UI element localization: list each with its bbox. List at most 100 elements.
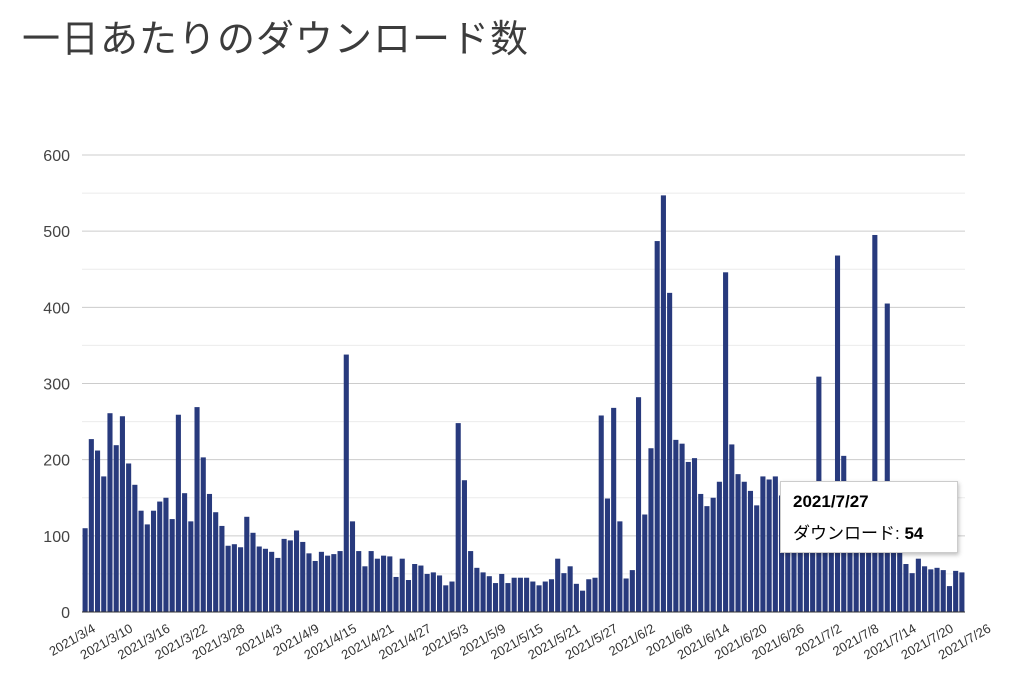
bar[interactable]	[486, 576, 492, 612]
bar[interactable]	[623, 578, 629, 612]
bar[interactable]	[772, 476, 778, 612]
bar[interactable]	[704, 506, 710, 612]
bar[interactable]	[754, 505, 760, 612]
bar[interactable]	[859, 528, 865, 612]
bar[interactable]	[598, 415, 604, 612]
bar[interactable]	[735, 474, 741, 612]
bar[interactable]	[548, 579, 555, 612]
bar[interactable]	[318, 551, 324, 612]
bar[interactable]	[903, 564, 909, 612]
bar[interactable]	[934, 567, 940, 612]
bar[interactable]	[325, 555, 331, 612]
bar[interactable]	[200, 457, 206, 612]
bar[interactable]	[293, 530, 300, 613]
bar[interactable]	[642, 514, 648, 612]
bar[interactable]	[387, 556, 393, 612]
bar[interactable]	[312, 560, 318, 612]
bar[interactable]	[126, 463, 132, 612]
bar[interactable]	[194, 407, 200, 612]
bar[interactable]	[405, 580, 412, 612]
bar[interactable]	[331, 554, 337, 612]
bar[interactable]	[729, 444, 735, 612]
bar[interactable]	[337, 551, 343, 612]
bar[interactable]	[119, 416, 125, 612]
bar[interactable]	[635, 397, 642, 612]
bar[interactable]	[779, 495, 785, 612]
bar[interactable]	[611, 407, 617, 612]
bar[interactable]	[536, 585, 542, 612]
bar[interactable]	[349, 521, 356, 612]
bar[interactable]	[287, 540, 293, 612]
bar[interactable]	[132, 484, 138, 612]
bar[interactable]	[803, 506, 809, 612]
bar[interactable]	[959, 572, 965, 612]
bar[interactable]	[561, 573, 567, 612]
bar[interactable]	[82, 528, 88, 612]
bar[interactable]	[206, 493, 213, 612]
bar[interactable]	[685, 461, 691, 612]
bar[interactable]	[281, 538, 287, 612]
bar[interactable]	[766, 479, 772, 612]
bar[interactable]	[418, 565, 424, 612]
bar[interactable]	[710, 497, 716, 612]
bar[interactable]	[542, 581, 548, 612]
bar[interactable]	[822, 521, 828, 612]
bar[interactable]	[443, 585, 449, 612]
bar[interactable]	[95, 450, 101, 612]
bar[interactable]	[492, 583, 499, 612]
bar[interactable]	[884, 303, 890, 612]
bar[interactable]	[673, 439, 679, 612]
bar[interactable]	[468, 551, 474, 612]
bar[interactable]	[810, 500, 816, 612]
bar[interactable]	[256, 546, 262, 613]
bar[interactable]	[393, 576, 399, 612]
bar[interactable]	[741, 481, 747, 612]
bar[interactable]	[604, 498, 610, 612]
bar[interactable]	[213, 512, 219, 612]
bar[interactable]	[480, 572, 486, 612]
bar[interactable]	[785, 505, 791, 612]
bar[interactable]	[219, 525, 225, 612]
bar[interactable]	[461, 480, 467, 612]
bar[interactable]	[524, 577, 530, 612]
bar[interactable]	[698, 493, 704, 612]
bar[interactable]	[747, 490, 754, 612]
bar[interactable]	[567, 566, 573, 612]
bar[interactable]	[356, 551, 362, 612]
bar[interactable]	[225, 545, 231, 612]
bar[interactable]	[150, 510, 157, 612]
bar[interactable]	[946, 586, 952, 612]
bar[interactable]	[113, 445, 119, 612]
bar[interactable]	[853, 546, 859, 613]
bar[interactable]	[399, 558, 405, 612]
bar[interactable]	[169, 519, 175, 612]
bar[interactable]	[250, 532, 256, 612]
bar[interactable]	[890, 535, 897, 612]
bar[interactable]	[586, 579, 592, 612]
bar[interactable]	[530, 581, 536, 612]
bar[interactable]	[343, 354, 349, 612]
bar[interactable]	[716, 481, 722, 612]
bar[interactable]	[834, 255, 841, 613]
bar[interactable]	[157, 501, 163, 612]
bar[interactable]	[368, 551, 374, 612]
bar[interactable]	[182, 493, 188, 612]
bar[interactable]	[262, 548, 268, 612]
bar[interactable]	[928, 569, 934, 612]
bar[interactable]	[430, 572, 436, 612]
bar[interactable]	[306, 553, 312, 612]
bar[interactable]	[828, 526, 834, 612]
bar[interactable]	[648, 448, 654, 612]
bar[interactable]	[275, 557, 281, 612]
bar[interactable]	[101, 476, 107, 612]
bar[interactable]	[909, 573, 915, 612]
bar[interactable]	[517, 577, 523, 612]
bar[interactable]	[424, 573, 430, 612]
bar[interactable]	[381, 555, 387, 612]
bar[interactable]	[238, 547, 244, 612]
bar[interactable]	[667, 292, 673, 612]
bar[interactable]	[269, 551, 275, 612]
bar[interactable]	[138, 510, 144, 612]
bar[interactable]	[175, 414, 181, 612]
bar[interactable]	[144, 524, 150, 612]
